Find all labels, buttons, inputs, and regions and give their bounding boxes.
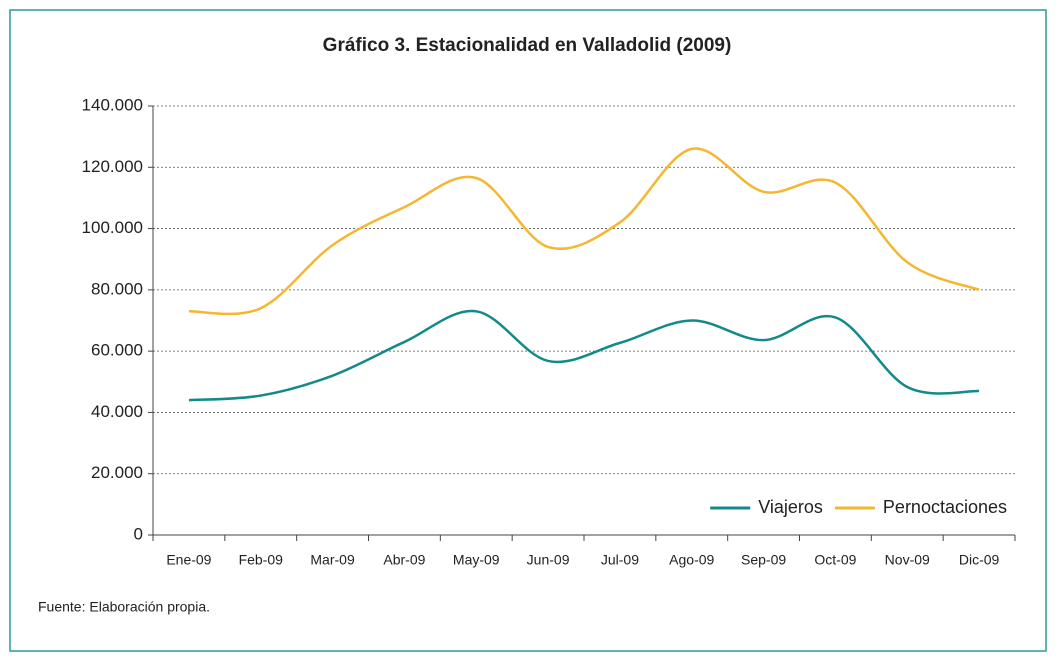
y-tick-label: 100.000 bbox=[82, 218, 143, 237]
x-tick-label: Ago-09 bbox=[669, 552, 714, 568]
y-tick-label: 60.000 bbox=[91, 341, 143, 360]
y-tick-label: 80.000 bbox=[91, 279, 143, 298]
legend-label: Pernoctaciones bbox=[883, 497, 1007, 517]
x-tick-label: Jul-09 bbox=[601, 552, 639, 568]
source-note: Fuente: Elaboración propia. bbox=[38, 599, 210, 615]
x-tick-label: Feb-09 bbox=[239, 552, 284, 568]
frame bbox=[9, 9, 1047, 652]
y-tick-label: 40.000 bbox=[91, 402, 143, 421]
y-tick-label: 20.000 bbox=[91, 463, 143, 482]
x-tick-label: Nov-09 bbox=[885, 552, 930, 568]
y-tick-label: 120.000 bbox=[82, 157, 143, 176]
line-series bbox=[188, 147, 980, 316]
x-tick-label: Mar-09 bbox=[310, 552, 355, 568]
chart-title: Gráfico 3. Estacionalidad en Valladolid … bbox=[323, 35, 732, 56]
y-tick-label: 0 bbox=[134, 524, 143, 543]
x-tick-label: Ene-09 bbox=[166, 552, 211, 568]
legend-label: Viajeros bbox=[758, 497, 823, 517]
x-tick-label: May-09 bbox=[453, 552, 500, 568]
line-series bbox=[188, 309, 980, 402]
x-tick-label: Abr-09 bbox=[383, 552, 425, 568]
x-tick-label: Jun-09 bbox=[527, 552, 570, 568]
x-tick-label: Sep-09 bbox=[741, 552, 786, 568]
x-tick-label: Dic-09 bbox=[959, 552, 1000, 568]
x-tick-label: Oct-09 bbox=[814, 552, 856, 568]
y-tick-label: 140.000 bbox=[82, 95, 143, 114]
